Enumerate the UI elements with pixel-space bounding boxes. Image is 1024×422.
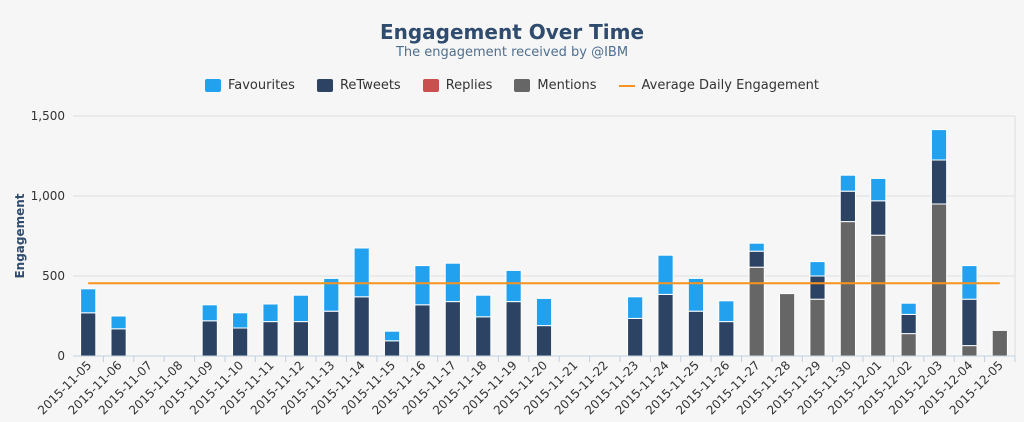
- bar-favourites: [353, 247, 370, 298]
- bar-retweets: [475, 316, 492, 357]
- bar-retweets: [80, 312, 97, 357]
- bar-mentions: [961, 345, 978, 357]
- bar-favourites: [535, 297, 553, 327]
- legend-swatch-mentions: [514, 79, 531, 92]
- bar-retweets: [201, 320, 218, 357]
- bar-retweets: [414, 304, 431, 357]
- bar-retweets: [262, 321, 279, 357]
- bar-favourites: [383, 330, 401, 342]
- bar-favourites: [657, 254, 674, 295]
- bar-favourites: [930, 129, 948, 161]
- legend-item-favourites[interactable]: Favourites: [204, 78, 295, 93]
- y-tick-label: 500: [42, 269, 65, 283]
- bar-favourites: [475, 294, 492, 318]
- legend-swatch-replies: [422, 79, 439, 92]
- bar-retweets: [505, 301, 522, 357]
- bar-retweets: [657, 293, 674, 357]
- legend-label-favourites: Favourites: [227, 78, 295, 93]
- bar-favourites: [809, 261, 826, 277]
- legend-item-average[interactable]: Average Daily Engagement: [618, 78, 819, 93]
- bar-mentions: [779, 293, 796, 357]
- bar-retweets: [353, 296, 370, 357]
- y-tick-label: 1,000: [31, 189, 65, 203]
- bar-retweets: [930, 159, 948, 205]
- bar-favourites: [201, 304, 218, 322]
- legend-label-replies: Replies: [445, 78, 493, 93]
- bar-retweets: [961, 298, 978, 347]
- bar-favourites: [718, 300, 735, 323]
- bar-retweets: [687, 310, 705, 357]
- bar-retweets: [627, 317, 644, 357]
- bar-retweets: [232, 327, 249, 357]
- y-tick-label: 1,500: [31, 109, 65, 123]
- legend-label-average: Average Daily Engagement: [641, 78, 819, 93]
- legend-item-replies[interactable]: Replies: [422, 78, 493, 93]
- bar-favourites: [232, 312, 249, 329]
- legend-swatch-average: [618, 84, 635, 87]
- bar-favourites: [414, 265, 431, 306]
- bar-mentions: [809, 298, 826, 357]
- legend-item-mentions[interactable]: Mentions: [514, 78, 597, 93]
- bar-retweets: [292, 321, 310, 357]
- bar-retweets: [444, 301, 461, 357]
- bar-retweets: [900, 313, 917, 335]
- bar-retweets: [839, 190, 856, 223]
- bar-mentions: [900, 333, 917, 357]
- bar-retweets: [323, 310, 340, 357]
- bar-mentions: [839, 221, 856, 357]
- bar-mentions: [991, 329, 1008, 357]
- bar-favourites: [505, 269, 522, 303]
- legend-label-retweets: ReTweets: [339, 78, 401, 93]
- legend-label-mentions: Mentions: [537, 78, 597, 93]
- legend-item-retweets[interactable]: ReTweets: [316, 78, 401, 93]
- bar-favourites: [323, 277, 340, 312]
- legend-swatch-favourites: [204, 79, 221, 92]
- bar-favourites: [900, 302, 917, 315]
- bar-retweets: [535, 325, 553, 357]
- bar-mentions: [870, 234, 887, 357]
- bar-favourites: [80, 288, 97, 314]
- bar-mentions: [930, 203, 948, 357]
- bar-retweets: [383, 340, 401, 357]
- legend-swatch-retweets: [316, 79, 333, 92]
- y-axis-label: Engagement: [13, 193, 27, 278]
- bar-favourites: [262, 303, 279, 323]
- bar-mentions: [748, 266, 765, 357]
- bar-favourites: [687, 277, 705, 312]
- bar-favourites: [110, 315, 127, 330]
- bar-retweets: [110, 328, 127, 357]
- bar-favourites: [627, 296, 644, 319]
- chart-subtitle: The engagement received by @IBM: [395, 45, 629, 60]
- bar-retweets: [809, 275, 826, 300]
- bar-retweets: [870, 200, 887, 236]
- bar-favourites: [870, 177, 887, 202]
- bar-favourites: [839, 174, 856, 192]
- bar-favourites: [748, 242, 765, 252]
- bar-retweets: [748, 250, 765, 268]
- bar-retweets: [718, 321, 735, 357]
- chart-title: Engagement Over Time: [379, 20, 645, 44]
- bar-favourites: [292, 294, 310, 323]
- chart-legend: Favourites ReTweets Replies Mentions Ave…: [0, 78, 1024, 93]
- y-tick-label: 0: [57, 349, 65, 363]
